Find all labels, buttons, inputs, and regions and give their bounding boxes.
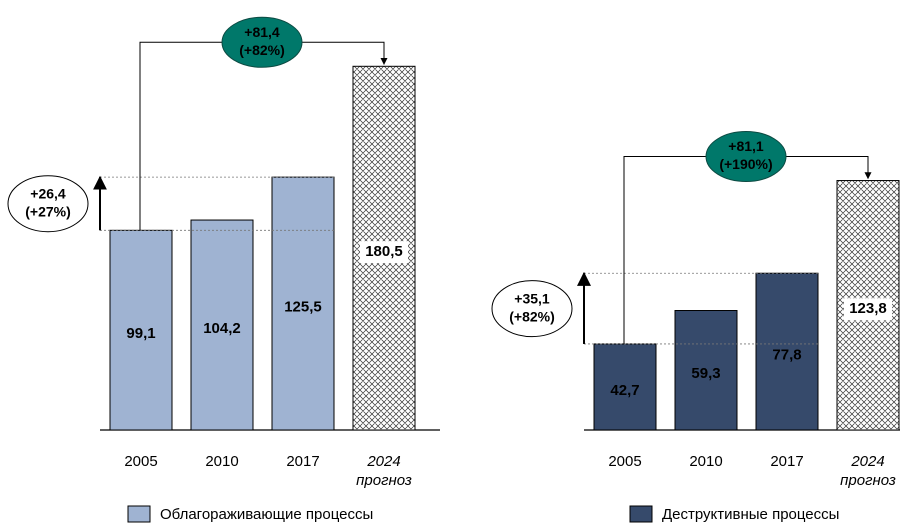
bracket bbox=[623, 156, 872, 344]
x-tick-label: 2024 прогноз bbox=[356, 453, 412, 489]
legend-label: Облагораживающие процессы bbox=[160, 506, 373, 523]
annotation-text: (+27%) bbox=[25, 203, 71, 219]
annotation-bubble bbox=[7, 175, 89, 233]
x-tick-line: 2024 bbox=[850, 453, 884, 470]
bar bbox=[190, 219, 254, 431]
x-tick-label: 2005 bbox=[608, 453, 641, 470]
legend-swatch bbox=[629, 505, 653, 523]
annotation-text: +81,1 bbox=[728, 138, 764, 154]
x-tick-label: 2017 bbox=[770, 453, 803, 470]
bracket bbox=[139, 41, 388, 231]
bar bbox=[593, 343, 657, 431]
bar bbox=[109, 229, 173, 431]
x-tick-label: 2010 bbox=[205, 453, 238, 470]
value-label: 125,5 bbox=[284, 299, 322, 316]
bar bbox=[755, 272, 819, 431]
x-tick-line: 2024 bbox=[366, 453, 400, 470]
legend-swatch bbox=[127, 505, 151, 523]
annotation-bubble bbox=[705, 131, 787, 183]
legend-label: Деструктивные процессы bbox=[662, 506, 839, 523]
annotation-text: +81,4 bbox=[244, 24, 280, 40]
value-label: 123,8 bbox=[849, 300, 887, 317]
x-tick-line: прогноз bbox=[840, 472, 896, 489]
x-tick-line: прогноз bbox=[356, 472, 412, 489]
value-label: 59,3 bbox=[691, 365, 720, 382]
value-label: 180,5 bbox=[365, 243, 403, 260]
x-tick-label: 2024 прогноз bbox=[840, 453, 896, 489]
bar bbox=[674, 310, 738, 431]
annotation-bubble bbox=[221, 16, 303, 68]
value-label: 77,8 bbox=[772, 347, 801, 364]
x-tick-label: 2017 bbox=[286, 453, 319, 470]
annotation-text: (+82%) bbox=[509, 308, 555, 324]
annotation-bubble bbox=[491, 280, 573, 338]
x-tick-label: 2010 bbox=[689, 453, 722, 470]
annotation-text: (+82%) bbox=[239, 42, 285, 58]
value-label: 42,7 bbox=[610, 382, 639, 399]
annotation-text: +26,4 bbox=[30, 185, 66, 201]
value-label: 104,2 bbox=[203, 320, 241, 337]
value-label: 99,1 bbox=[126, 325, 155, 342]
label-bg bbox=[360, 241, 408, 264]
annotation-text: (+190%) bbox=[719, 156, 772, 172]
bar bbox=[271, 176, 335, 431]
label-bg bbox=[844, 298, 892, 321]
annotation-text: +35,1 bbox=[514, 290, 550, 306]
x-tick-label: 2005 bbox=[124, 453, 157, 470]
